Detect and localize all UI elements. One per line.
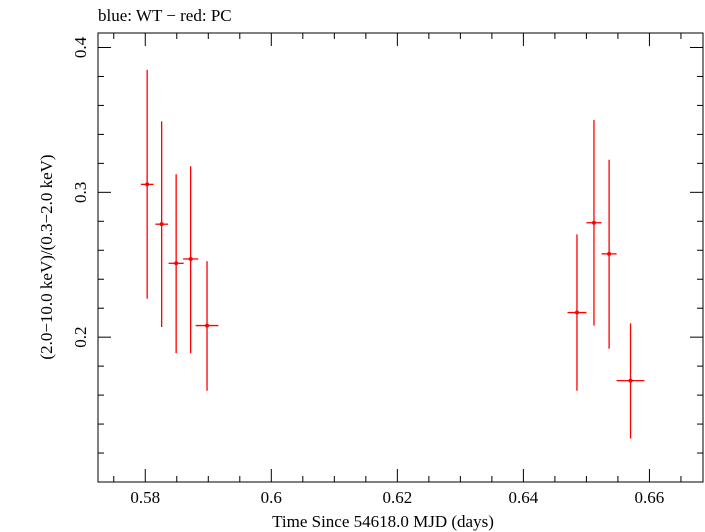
x-tick-label: 0.64 [509,488,539,507]
point-marker [174,261,179,266]
axis-ticks [98,33,703,483]
chart-title: blue: WT − red: PC [98,6,232,25]
point-marker [628,378,633,383]
data-point [155,121,168,328]
y-tick-label: 0.4 [71,36,90,58]
y-tick-label: 0.2 [71,327,90,348]
x-axis-label: Time Since 54618.0 MJD (days) [272,512,494,531]
data-point [567,234,587,391]
point-marker [607,251,612,256]
x-tick-label: 0.66 [635,488,665,507]
data-point [168,174,184,354]
data-point [586,119,602,326]
tick-labels: 0.58 0.6 0.62 0.64 0.66 0.2 0.3 0.4 [71,36,664,507]
point-marker [159,222,164,227]
data-point [183,166,199,354]
point-marker [205,323,210,328]
y-axis-label: (2.0−10.0 keV)/(0.3−2.0 keV) [37,154,56,359]
x-tick-label: 0.58 [130,488,160,507]
data-point [195,261,219,391]
data-point [601,159,617,349]
data-points [140,69,645,439]
x-tick-label: 0.6 [261,488,282,507]
point-marker [145,182,150,187]
x-tick-label: 0.62 [382,488,412,507]
data-point [140,69,154,299]
point-marker [591,220,596,225]
data-point [616,323,645,439]
plot-frame [97,32,704,483]
point-marker [188,256,193,261]
point-marker [574,310,579,315]
y-tick-label: 0.3 [71,182,90,203]
